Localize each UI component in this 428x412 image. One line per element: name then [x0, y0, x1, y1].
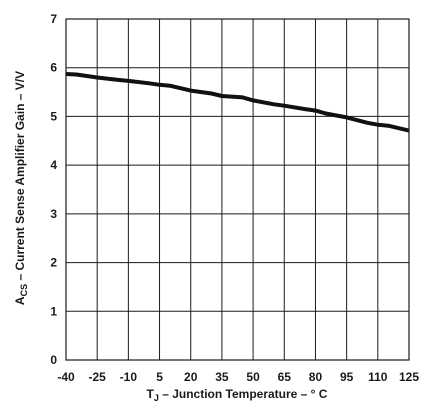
y-tick-label: 2 — [50, 256, 57, 270]
x-tick-label: -25 — [89, 370, 107, 384]
series-layer — [65, 72, 410, 133]
series-line — [65, 72, 410, 133]
y-tick-label: 1 — [50, 304, 57, 318]
x-tick-label: 80 — [309, 370, 323, 384]
x-tick-label: -40 — [57, 370, 75, 384]
x-tick-label: 50 — [246, 370, 260, 384]
x-tick-label: 20 — [184, 370, 198, 384]
y-axis-title-subscript: CS — [19, 284, 29, 297]
y-tick-labels: 0 1 2 3 4 5 6 7 — [50, 12, 57, 367]
x-axis-title-main: T — [147, 387, 155, 401]
plot-frame — [65, 18, 410, 361]
y-axis-title: ACS – Current Sense Amplifier Gain – V/V — [13, 71, 29, 305]
grid — [65, 18, 410, 361]
x-tick-labels: -40 -25 -10 5 20 35 50 65 80 95 110 125 — [57, 370, 419, 384]
y-tick-label: 0 — [50, 353, 57, 367]
x-axis-title: TJ – Junction Temperature – ° C — [147, 387, 328, 403]
x-tick-label: 65 — [278, 370, 292, 384]
x-axis-title-subscript: J — [154, 393, 159, 403]
y-axis-title-main: A — [13, 296, 27, 305]
x-tick-label: 35 — [215, 370, 229, 384]
y-tick-label: 7 — [50, 12, 57, 26]
y-axis-title-rest: – Current Sense Amplifier Gain – V/V — [13, 71, 27, 284]
x-axis-title-rest: – Junction Temperature – ° C — [159, 387, 328, 401]
y-tick-label: 5 — [50, 109, 57, 123]
y-tick-label: 3 — [50, 207, 57, 221]
x-tick-label: -10 — [120, 370, 138, 384]
y-tick-label: 4 — [50, 158, 57, 172]
x-tick-label: 110 — [368, 370, 388, 384]
x-tick-label: 5 — [156, 370, 163, 384]
x-tick-label: 95 — [340, 370, 354, 384]
x-tick-label: 125 — [399, 370, 419, 384]
y-tick-label: 6 — [50, 61, 57, 75]
